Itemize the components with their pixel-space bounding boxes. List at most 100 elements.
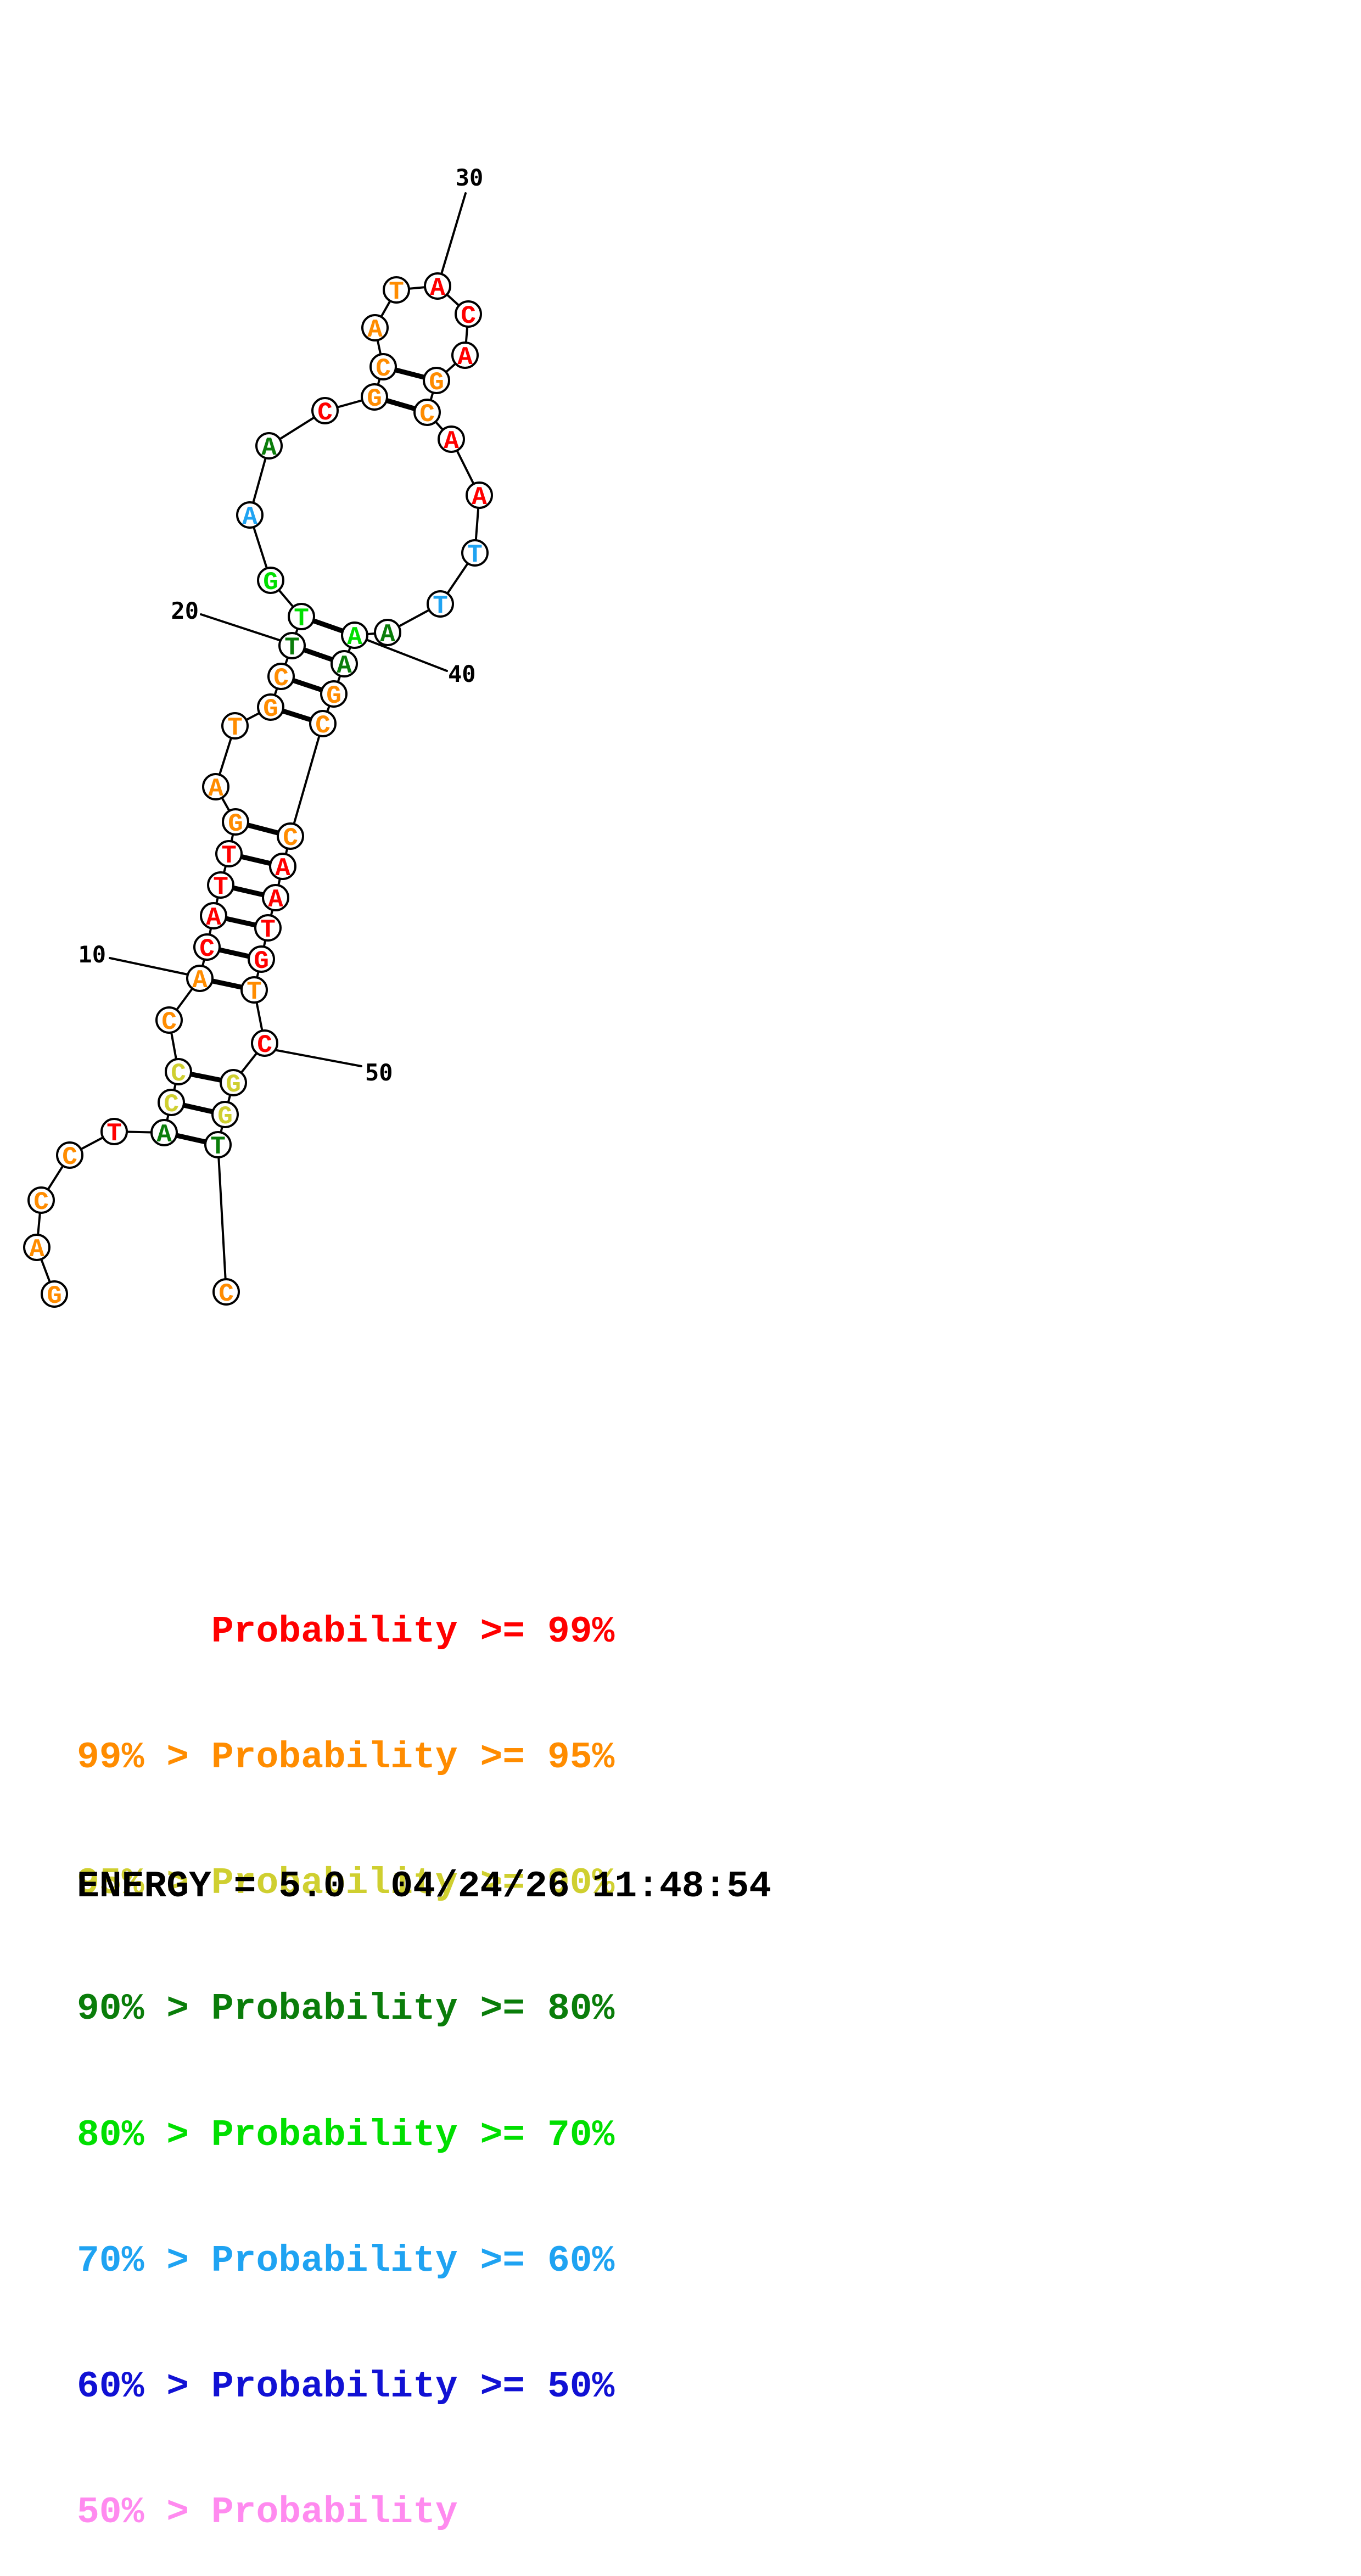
legend-row: 60% > Probability >= 50%: [77, 2366, 615, 2409]
nucleotide-letter: C: [273, 664, 289, 693]
nucleotide-letter: T: [433, 592, 448, 620]
nucleotide-letter: C: [315, 712, 331, 740]
page: { "colors": { "red": "#FF0000", "orange"…: [23, 164, 772, 2534]
nucleotide-circle: [383, 276, 410, 304]
nucleotide-circle: [255, 432, 283, 460]
nucleotide-letter: A: [347, 623, 362, 652]
nucleotide-circle: [212, 1278, 240, 1306]
nucleotide-letter: G: [263, 568, 278, 597]
nucleotide-circle: [236, 501, 264, 529]
legend-row: 50% > Probability: [77, 2491, 458, 2534]
nucleotide-circle: [413, 399, 441, 426]
nucleotide-circle: [155, 1006, 183, 1034]
nucleotide-circle: [248, 945, 275, 973]
nucleotide-letter: A: [156, 1121, 172, 1149]
nucleotide-circle: [461, 539, 489, 567]
nucleotide-circle: [427, 590, 454, 618]
nucleotide-circle: [23, 1234, 51, 1261]
label-pointer-line: [200, 613, 282, 642]
nucleotide-letter: G: [254, 947, 269, 976]
nucleotide-circle: [56, 1141, 83, 1169]
nucleotide-letter: T: [284, 634, 300, 662]
nucleotide-letter: A: [337, 652, 352, 680]
nucleotide-letter: A: [367, 316, 383, 344]
nucleotide-letter: T: [227, 714, 243, 742]
nucleotide-circle: [222, 808, 249, 836]
nucleotide-letter: C: [376, 355, 391, 383]
nucleotide-letter: A: [192, 966, 208, 995]
nucleotide-letter: C: [419, 400, 435, 429]
position-label: 50: [365, 1059, 393, 1086]
nucleotide-letter: T: [294, 604, 309, 633]
nucleotide-letter: T: [467, 541, 483, 569]
nucleotide-letter: C: [461, 302, 476, 331]
nucleotide-circle: [165, 1058, 192, 1085]
nucleotide-circle: [204, 1131, 232, 1158]
nucleotide-letter: C: [317, 399, 333, 427]
nucleotide-letter: C: [164, 1090, 179, 1119]
label-pointer-line: [365, 639, 448, 672]
nucleotide-letter: T: [221, 842, 237, 870]
nucleotide-circle: [288, 603, 315, 630]
nucleotide-letter: G: [367, 385, 382, 413]
nucleotide-letter: G: [226, 1071, 241, 1099]
nucleotide-circle: [240, 976, 268, 1004]
label-pointer-line: [109, 957, 189, 976]
nucleotide-letter: T: [247, 978, 262, 1006]
nucleotide-circle: [331, 650, 358, 677]
nucleotide-circle: [27, 1186, 55, 1214]
nucleotide-circle: [374, 619, 401, 646]
nucleotide-circle: [320, 680, 348, 708]
nucleotide-letter: G: [217, 1102, 233, 1131]
nucleotide-letter: T: [389, 278, 404, 306]
nucleotide-circle: [267, 663, 295, 690]
legend-row: Probability >= 99%: [77, 1610, 615, 1653]
nucleotide-circle: [311, 397, 339, 424]
nucleotide-letter: G: [47, 1282, 62, 1311]
nucleotide-circle: [423, 367, 450, 394]
nucleotide-letter: A: [430, 274, 445, 303]
nucleotide-circle: [251, 1029, 278, 1057]
nucleotide-letter: A: [261, 434, 277, 462]
legend-row: 99% > Probability >= 95%: [77, 1737, 615, 1779]
nucleotide-letter: C: [62, 1143, 77, 1172]
nucleotide-letter: T: [260, 916, 276, 944]
nucleotide-circle: [158, 1089, 185, 1116]
nucleotide-letter: G: [263, 695, 278, 724]
nucleotide-letter: G: [326, 682, 341, 710]
nucleotide-circle: [269, 853, 296, 880]
label-pointer-line: [276, 1049, 362, 1067]
nucleotide-letter: T: [210, 1133, 226, 1161]
nucleotide-letter: C: [171, 1060, 186, 1088]
nucleotide-letter: A: [444, 427, 459, 456]
nucleotide-circle: [200, 902, 227, 929]
nucleotide-circle: [262, 884, 289, 911]
nucleotide-letter: C: [199, 935, 215, 964]
nucleotide-letter: C: [161, 1008, 177, 1037]
nucleotide-circle: [220, 1069, 247, 1096]
nucleotide-circle: [424, 272, 451, 300]
nucleotide-circle: [150, 1119, 178, 1146]
nucleotide-circle: [193, 933, 221, 961]
nucleotide-letter: G: [228, 810, 243, 838]
position-label: 30: [456, 164, 484, 191]
nucleotide-circle: [361, 314, 389, 341]
nucleotide-circle: [361, 383, 388, 411]
nucleotide-letter: A: [268, 886, 283, 914]
nucleotide-circle: [309, 710, 337, 737]
nucleotide-letter: A: [380, 620, 395, 649]
nucleotide-letter: A: [275, 854, 290, 883]
label-pointer-line: [440, 192, 467, 275]
nucleotide-circle: [369, 353, 397, 380]
nucleotide-circle: [278, 632, 306, 659]
nucleotide-circle: [451, 341, 479, 369]
nucleotide-letter: A: [208, 775, 223, 803]
nucleotide-circle: [215, 840, 243, 867]
nucleotide-circle: [455, 300, 482, 328]
nucleotide-letter: A: [457, 343, 473, 372]
position-label: 40: [448, 660, 476, 687]
nucleotide-letter: C: [219, 1280, 234, 1308]
legend-row: 80% > Probability >= 70%: [77, 2114, 615, 2157]
nucleotide-letter: A: [206, 904, 221, 932]
